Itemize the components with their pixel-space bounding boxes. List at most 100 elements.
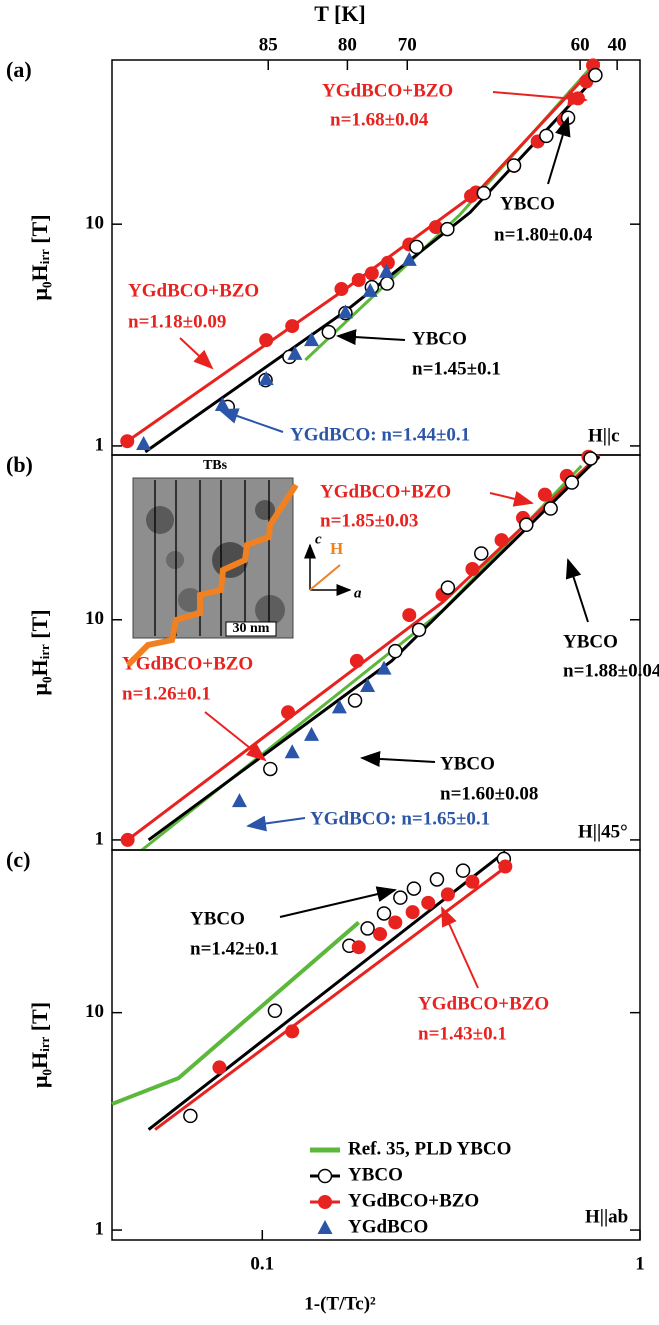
annotation: YBCO: [563, 631, 618, 652]
legend-marker: [319, 1196, 332, 1209]
point: [540, 129, 553, 142]
annotation: n=1.26±0.1: [122, 683, 211, 704]
figure: (a)μ₀Hᵢᵣᵣ [T]1108580706040T [K](b)μ₀Hᵢᵣᵣ…: [0, 0, 659, 1325]
point: [322, 326, 335, 339]
y-tick-label: 1: [95, 1218, 105, 1239]
point: [335, 283, 348, 296]
point: [389, 916, 402, 929]
legend-label: YGdBCO+BZO: [348, 1190, 479, 1211]
point: [264, 762, 277, 775]
y-tick-label: 10: [85, 213, 104, 234]
point: [282, 706, 295, 719]
point: [350, 654, 363, 667]
point: [562, 111, 575, 124]
arrow: [220, 410, 283, 432]
arrow: [205, 712, 265, 760]
annotation: YBCO: [190, 908, 245, 929]
x-axis-label: 1-(T/Tc)²: [304, 1293, 376, 1314]
point: [378, 907, 391, 920]
point: [422, 896, 435, 909]
point: [352, 274, 365, 287]
point: [352, 941, 365, 954]
point: [457, 864, 470, 877]
point: [121, 833, 134, 846]
point: [520, 518, 533, 531]
annotation: H||45°: [578, 821, 628, 842]
annotation: n=1.43±0.1: [418, 1023, 507, 1044]
x2-axis-label: T [K]: [314, 1, 366, 26]
point: [410, 240, 423, 253]
inset-label: c: [315, 531, 322, 547]
point: [213, 1061, 226, 1074]
arrow: [338, 336, 405, 340]
point: [499, 860, 512, 873]
y-axis-label: μ₀Hᵢᵣᵣ [T]: [27, 1002, 52, 1088]
point: [374, 928, 387, 941]
y-tick-label: 1: [95, 828, 105, 849]
panel-label: (c): [6, 847, 30, 872]
point: [441, 223, 454, 236]
point: [406, 906, 419, 919]
point: [441, 888, 454, 901]
x2-tick-label: 60: [571, 34, 590, 55]
annotation: YGdBCO+BZO: [322, 80, 453, 101]
annotation: n=1.68±0.04: [330, 109, 429, 130]
point: [394, 891, 407, 904]
panel-label: (b): [6, 452, 33, 477]
point: [361, 922, 374, 935]
arrow: [362, 758, 435, 762]
annotation: H||c: [588, 425, 620, 446]
inset-label: TBs: [203, 458, 228, 473]
inset-label: a: [354, 585, 362, 601]
y-tick-label: 1: [95, 434, 105, 455]
point: [304, 727, 319, 741]
annotation: YGdBCO: n=1.65±0.1: [310, 808, 490, 829]
annotation: YBCO: [412, 328, 467, 349]
y-tick-label: 10: [85, 1001, 104, 1022]
annotation: n=1.85±0.03: [320, 510, 418, 531]
point: [495, 534, 508, 547]
point: [286, 1025, 299, 1038]
x2-tick-label: 70: [398, 34, 417, 55]
point: [365, 267, 378, 280]
x-tick-label: 1: [635, 1253, 645, 1274]
arrow: [248, 818, 305, 826]
legend-marker: [319, 1170, 332, 1183]
legend-marker: [318, 1220, 333, 1234]
y-axis-label: μ₀Hᵢᵣᵣ [T]: [27, 214, 52, 300]
annotation: YGdBCO: n=1.44±0.1: [290, 424, 470, 445]
arrow: [548, 118, 568, 184]
x2-tick-label: 80: [338, 34, 357, 55]
annotation: YBCO: [440, 753, 495, 774]
point: [584, 452, 597, 465]
arrow: [490, 493, 532, 503]
point: [389, 645, 402, 658]
point: [589, 69, 602, 82]
annotation: YBCO: [500, 193, 555, 214]
x2-tick-label: 40: [608, 34, 627, 55]
annotation: n=1.42±0.1: [190, 938, 279, 959]
annotation: n=1.18±0.09: [128, 311, 226, 332]
point: [407, 882, 420, 895]
arrow: [568, 560, 588, 622]
annotation: n=1.80±0.04: [494, 224, 593, 245]
inset-scale: 30 nm: [233, 621, 270, 636]
annotation: YGdBCO+BZO: [128, 280, 259, 301]
point: [349, 694, 362, 707]
point: [544, 502, 557, 515]
point: [538, 488, 551, 501]
y-axis-label: μ₀Hᵢᵣᵣ [T]: [27, 609, 52, 695]
arrow: [442, 908, 478, 988]
point: [565, 476, 578, 489]
point: [430, 873, 443, 886]
inset-label: H: [330, 539, 343, 558]
point: [184, 1109, 197, 1122]
point: [360, 678, 375, 692]
point: [285, 744, 300, 758]
point: [413, 623, 426, 636]
annotation: YGdBCO+BZO: [320, 481, 451, 502]
annotation: n=1.88±0.04: [563, 660, 659, 681]
x-tick-label: 0.1: [250, 1253, 274, 1274]
legend-label: YBCO: [348, 1164, 403, 1185]
point: [381, 277, 394, 290]
